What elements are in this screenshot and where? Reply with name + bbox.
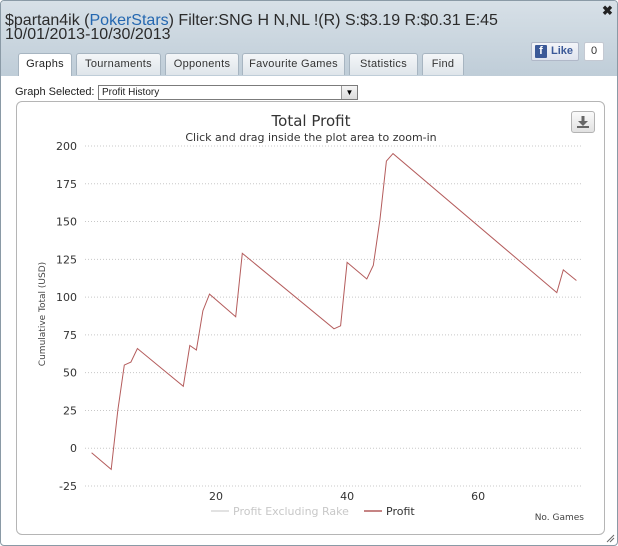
download-icon	[577, 116, 589, 128]
facebook-like-button[interactable]: f Like	[531, 42, 579, 61]
facebook-like-label: Like	[551, 45, 574, 57]
site-link[interactable]: PokerStars	[89, 12, 169, 29]
site-open-paren: (	[84, 12, 90, 29]
graph-select-value: Profit History	[102, 87, 160, 98]
download-button[interactable]	[571, 111, 595, 133]
filter-text: Filter:SNG H N,NL !(R) S:$3.19 R:$0.31 E…	[178, 12, 498, 29]
tab-statistics[interactable]: Statistics	[349, 53, 418, 75]
resize-grip-icon[interactable]	[605, 533, 615, 543]
close-icon[interactable]: ✖	[602, 3, 613, 18]
title-line-1: $partan4ik (PokerStars) Filter:SNG H N,N…	[5, 13, 498, 29]
tab-find[interactable]: Find	[422, 53, 464, 75]
graph-select-label: Graph Selected:	[15, 86, 95, 98]
date-range: 10/01/2013-10/30/2013	[5, 26, 171, 43]
chart-panel	[16, 101, 605, 535]
facebook-like-count: 0	[584, 42, 604, 61]
tab-graphs[interactable]: Graphs	[18, 53, 72, 76]
facebook-icon: f	[535, 45, 547, 58]
tab-tournaments[interactable]: Tournaments	[76, 53, 161, 75]
player-name: $partan4ik	[5, 12, 80, 29]
tab-favourite-games[interactable]: Favourite Games	[242, 53, 345, 75]
title-bar: $partan4ik (PokerStars) Filter:SNG H N,N…	[1, 1, 617, 76]
site-close-paren: )	[168, 12, 174, 29]
tab-opponents[interactable]: Opponents	[165, 53, 239, 75]
graph-select-dropdown[interactable]: Profit History ▼	[98, 85, 358, 100]
chevron-down-icon[interactable]: ▼	[341, 86, 357, 99]
